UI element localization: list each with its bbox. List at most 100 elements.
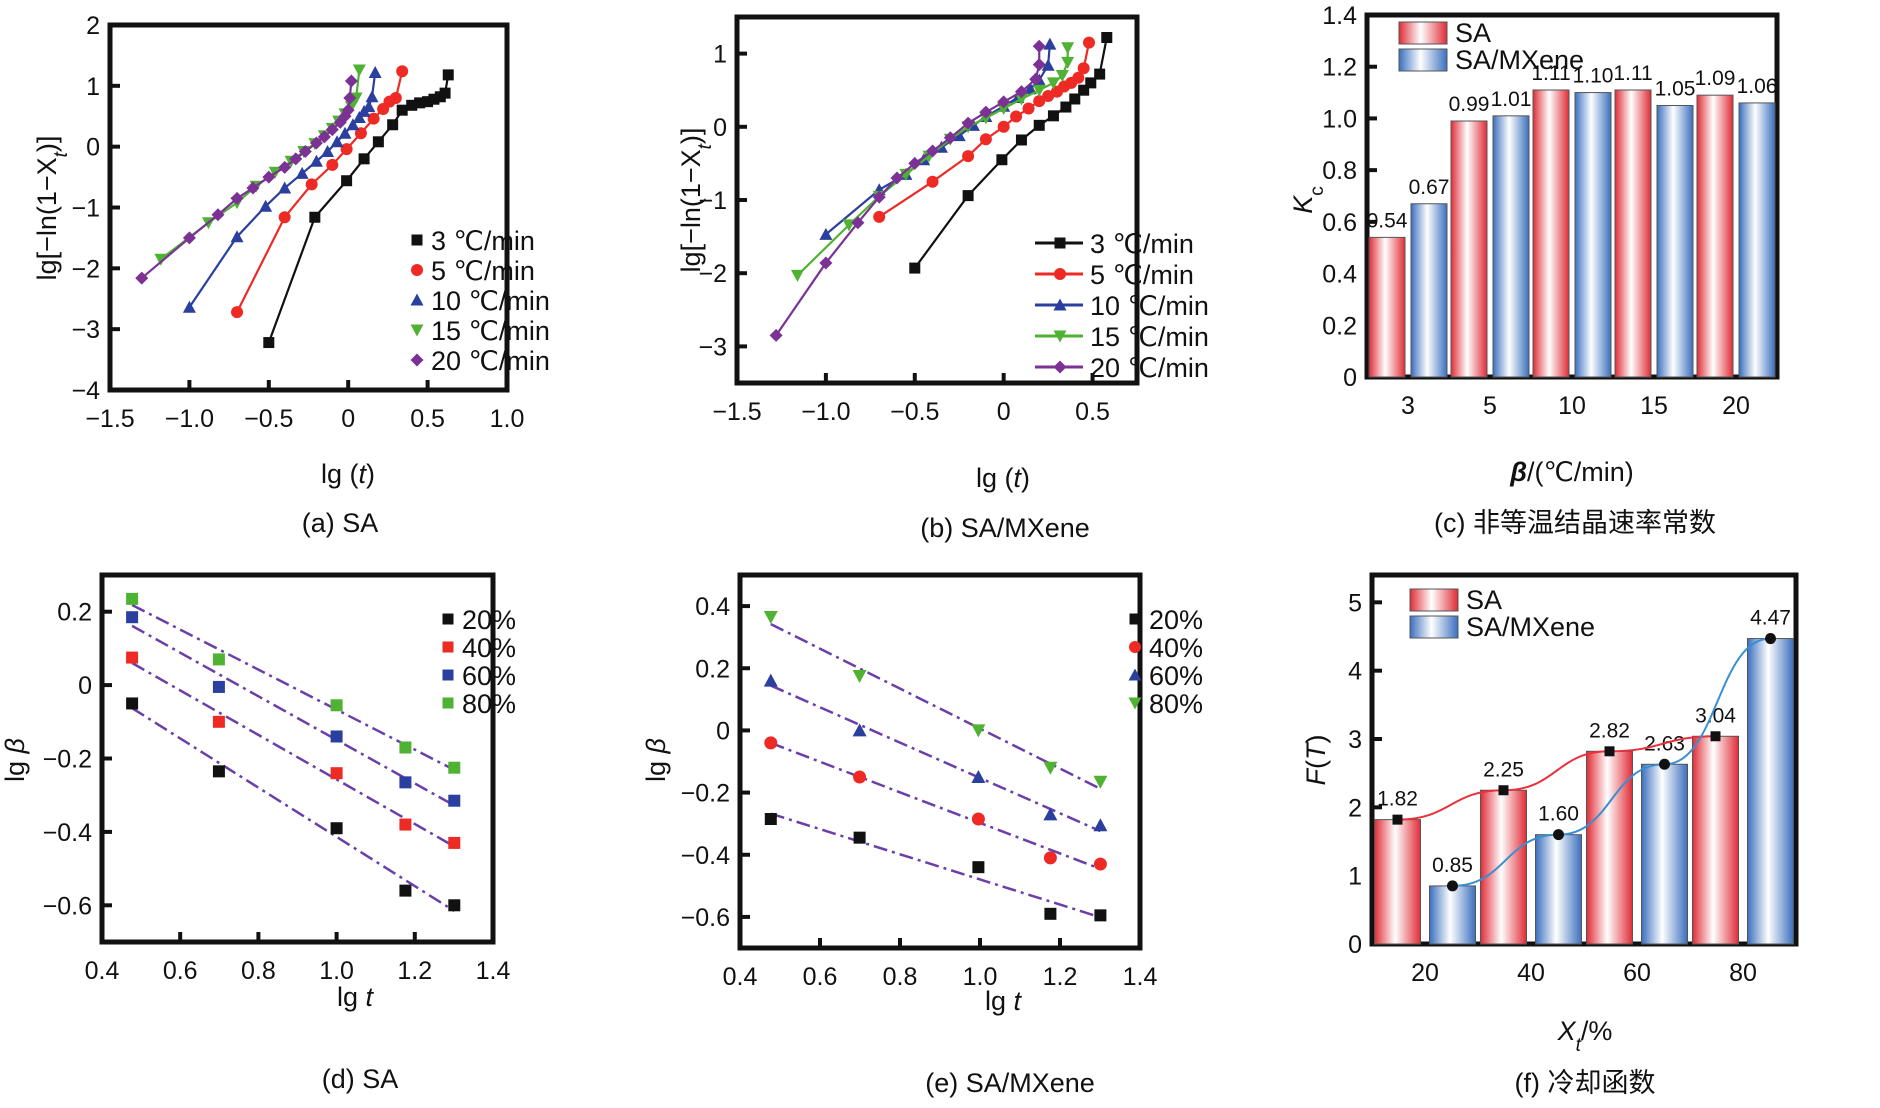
category-80: 3.04 4.47 80 bbox=[1692, 607, 1794, 987]
legend-item: 60% bbox=[1128, 661, 1203, 691]
data-point bbox=[996, 154, 1008, 166]
fit-line bbox=[770, 622, 1101, 790]
data-label: 0.99 bbox=[1449, 93, 1490, 116]
data-point bbox=[853, 770, 867, 784]
y-tick-label: 0.8 bbox=[1322, 157, 1357, 185]
x-tick-label: 1.0 bbox=[490, 405, 525, 433]
panel-b-caption: (b) SA/MXene bbox=[920, 513, 1090, 543]
x-tick-label: 0 bbox=[997, 398, 1011, 426]
series-line bbox=[878, 42, 1091, 218]
data-label: 1.09 bbox=[1695, 67, 1736, 90]
series-40% bbox=[126, 651, 461, 849]
data-point bbox=[1094, 68, 1106, 80]
data-label: 0.54 bbox=[1367, 209, 1408, 232]
y-tick-label: 0 bbox=[1348, 931, 1362, 959]
x-tick-label: 1.0 bbox=[319, 957, 354, 985]
trend-point bbox=[1498, 785, 1509, 796]
data-point bbox=[387, 119, 399, 131]
data-point bbox=[448, 836, 461, 849]
data-point bbox=[126, 697, 139, 710]
category-5: 0.99 1.01 5 bbox=[1449, 88, 1532, 420]
y-tick-label: −2 bbox=[71, 255, 100, 283]
data-point bbox=[212, 653, 225, 666]
bar-SA-MXene bbox=[1747, 638, 1794, 945]
data-point bbox=[997, 120, 1010, 133]
plot-frame bbox=[734, 14, 1140, 386]
data-point bbox=[1046, 77, 1060, 90]
y-tick-label: 0.4 bbox=[695, 593, 730, 621]
legend: 20%40%60%80% bbox=[1128, 605, 1203, 719]
data-point bbox=[317, 130, 331, 144]
data-point bbox=[1010, 110, 1023, 123]
bar-SA bbox=[1480, 789, 1527, 945]
bar-SA-MXene bbox=[1410, 203, 1448, 378]
plot-frame bbox=[1369, 572, 1799, 947]
x-tick-label: 0.6 bbox=[803, 963, 838, 991]
data-label: 2.25 bbox=[1483, 758, 1524, 781]
data-point bbox=[368, 65, 382, 78]
data-point bbox=[448, 794, 461, 807]
y-tick-label: −4 bbox=[71, 377, 100, 405]
data-point bbox=[330, 767, 343, 780]
category-3: 0.540.67 3 bbox=[1367, 176, 1450, 420]
data-point bbox=[997, 103, 1011, 115]
x-tick-label: 1.2 bbox=[397, 957, 432, 985]
legend-marker bbox=[1129, 641, 1141, 653]
data-point bbox=[1061, 56, 1075, 69]
plot-frame bbox=[737, 572, 1143, 951]
plot-frame bbox=[1364, 12, 1780, 380]
fit-line bbox=[131, 661, 455, 848]
series-20-min bbox=[769, 39, 1046, 342]
data-point bbox=[212, 765, 225, 778]
legend-item: 20% bbox=[442, 605, 516, 635]
trend-point bbox=[1392, 814, 1403, 825]
data-point bbox=[1043, 851, 1057, 865]
data-point bbox=[971, 770, 986, 784]
legend-item: SA bbox=[1398, 18, 1491, 48]
data-point bbox=[1033, 119, 1045, 131]
data-point bbox=[1093, 818, 1108, 832]
data-point bbox=[182, 231, 196, 245]
data-point bbox=[1042, 90, 1055, 103]
legend-swatch bbox=[1409, 615, 1459, 639]
data-label: 1.11 bbox=[1613, 62, 1652, 85]
data-point bbox=[212, 715, 225, 728]
data-point bbox=[1093, 857, 1107, 871]
legend-item: 3 ℃/min bbox=[1035, 229, 1194, 259]
data-point bbox=[972, 861, 985, 874]
data-point bbox=[819, 227, 833, 240]
data-point bbox=[346, 118, 360, 131]
trend-point bbox=[1659, 758, 1670, 770]
data-point bbox=[406, 99, 418, 111]
data-point bbox=[979, 133, 992, 146]
legend-marker bbox=[1053, 360, 1067, 374]
panel-e-xlabel: lg t bbox=[985, 986, 1023, 1016]
data-point bbox=[873, 210, 886, 223]
data-point bbox=[309, 211, 321, 223]
legend-marker bbox=[1128, 697, 1142, 710]
data-point bbox=[309, 136, 323, 150]
data-point bbox=[1101, 31, 1113, 43]
data-point bbox=[851, 216, 865, 230]
category-20: 1.82 0.85 20 bbox=[1374, 788, 1476, 987]
data-point bbox=[372, 136, 384, 148]
data-label: 1.11 bbox=[1531, 62, 1570, 85]
legend-marker bbox=[411, 264, 423, 276]
data-point bbox=[352, 110, 366, 123]
legend-label: SA bbox=[1455, 18, 1491, 48]
data-point bbox=[230, 191, 244, 205]
series-line bbox=[796, 47, 1069, 277]
bar-SA bbox=[1692, 735, 1739, 945]
panel-a-ylabel: lg[−ln(1−Xt)] bbox=[32, 136, 72, 281]
data-point bbox=[263, 337, 275, 349]
legend-label: 5 ℃/min bbox=[1090, 260, 1194, 290]
x-tick-label: 3 bbox=[1401, 392, 1415, 420]
y-tick-label: 1.0 bbox=[1322, 105, 1357, 133]
x-tick-label: 1.0 bbox=[963, 963, 998, 991]
data-point bbox=[262, 170, 276, 184]
data-point bbox=[1015, 134, 1027, 146]
data-label: 1.10 bbox=[1573, 65, 1614, 88]
y-tick-label: −2 bbox=[698, 260, 727, 288]
